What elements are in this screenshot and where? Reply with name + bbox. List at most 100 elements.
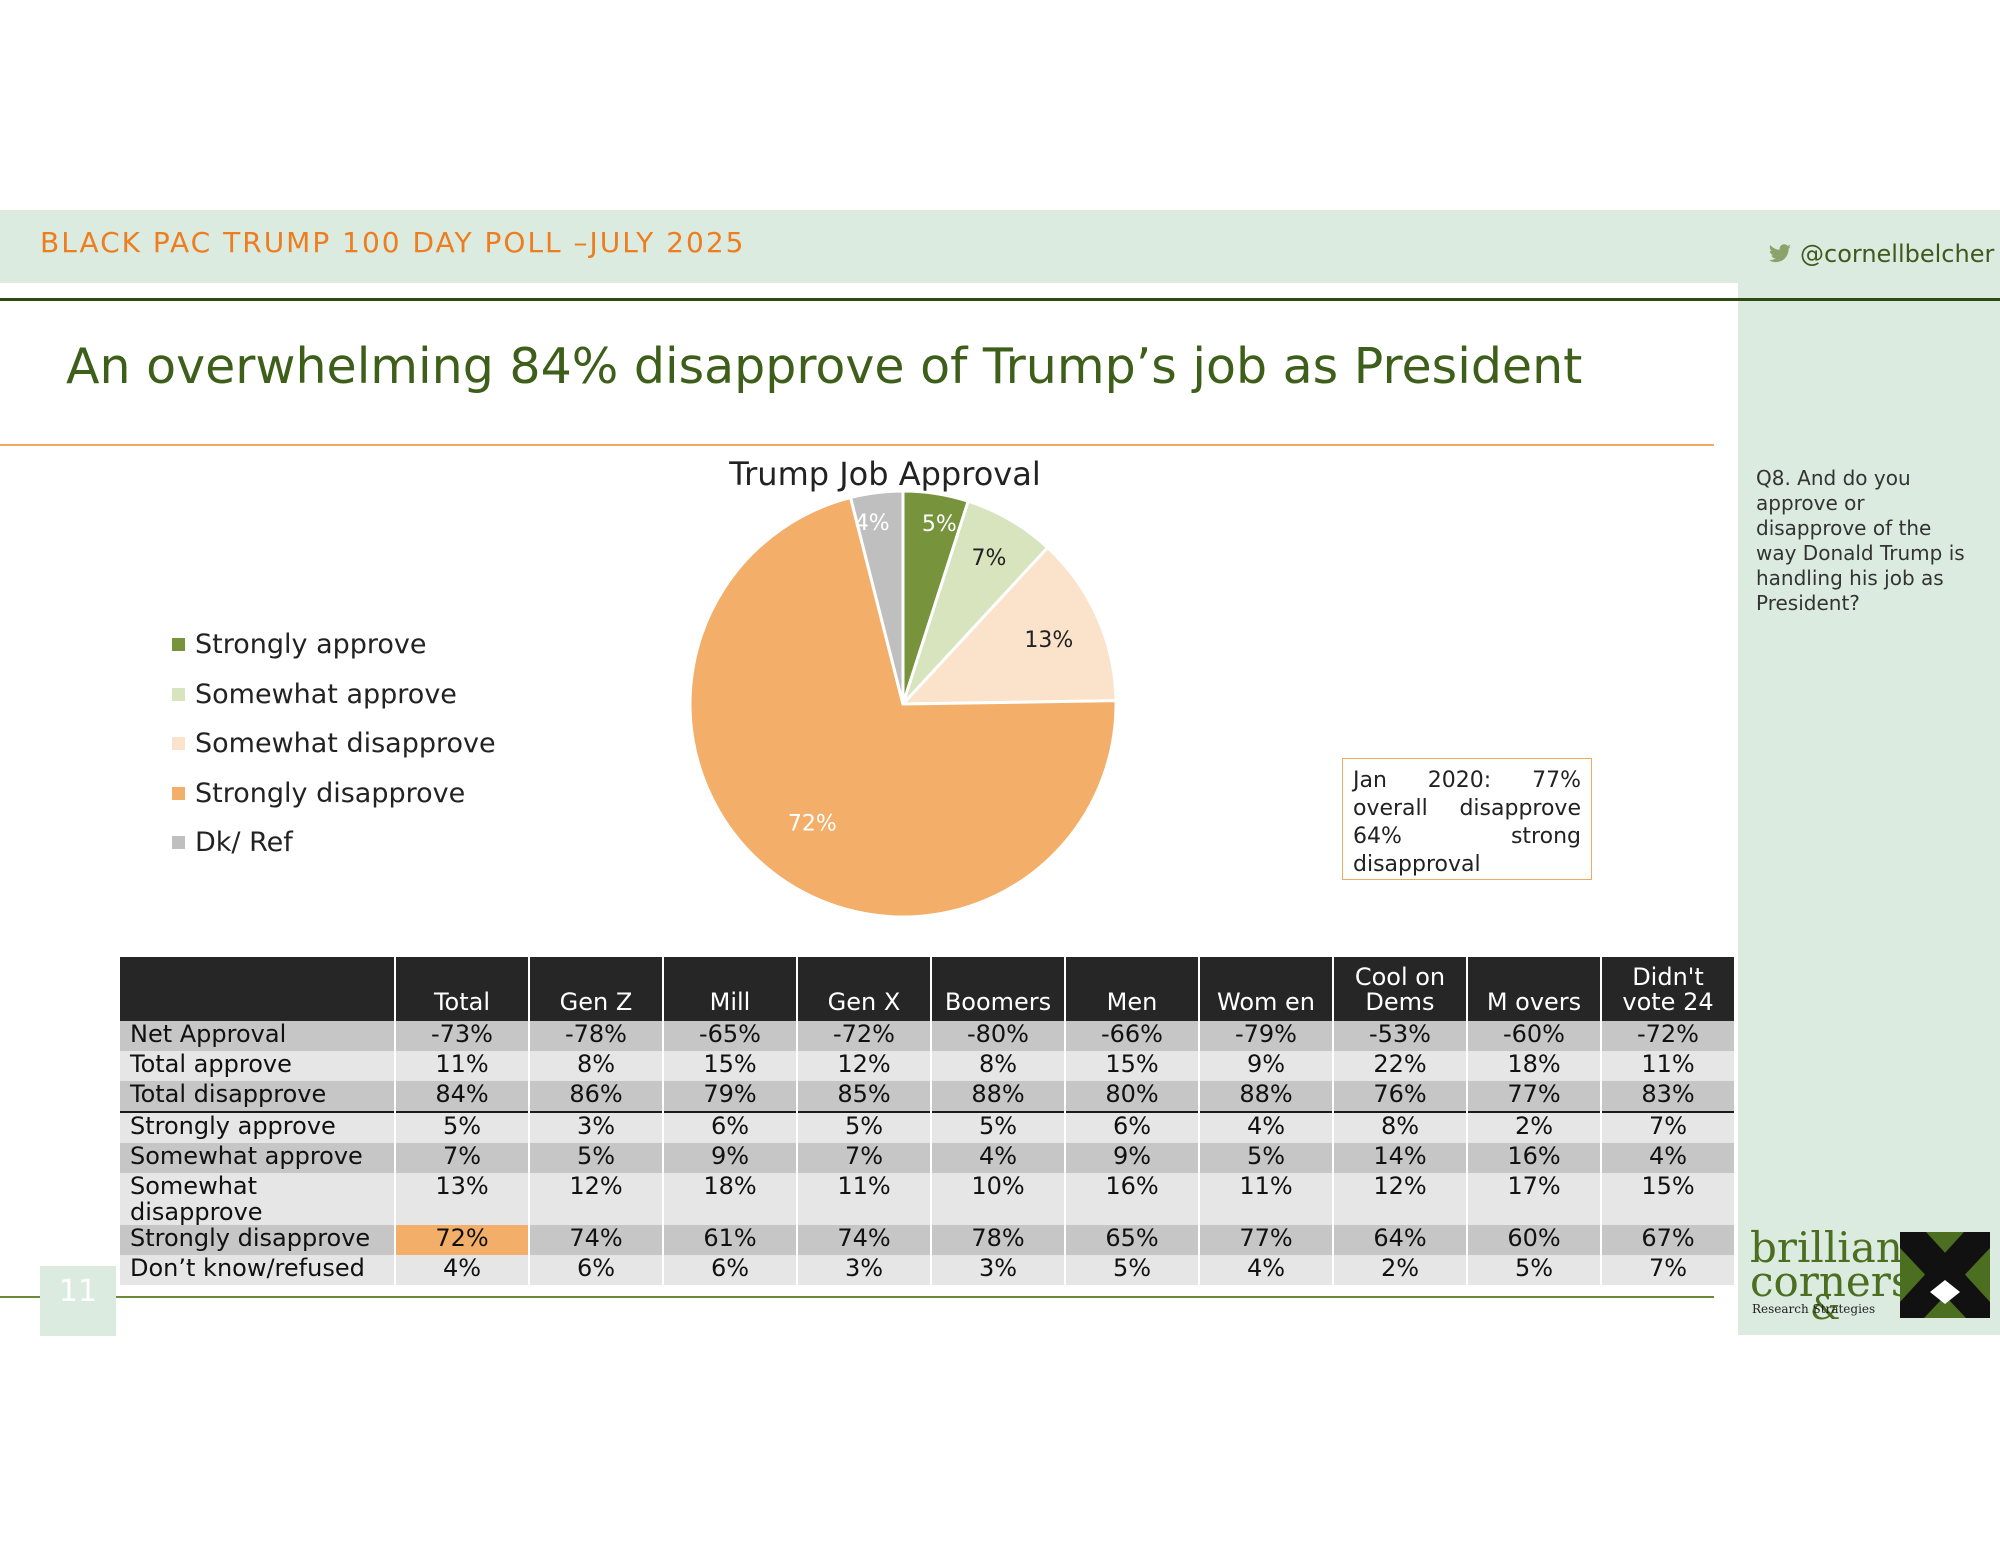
crosstab-table-wrap: Total Gen Z Mill Gen X Boomers Men Wom e… [118,957,1736,1285]
table-header-cell: Cool on Dems [1334,957,1466,1021]
table-header-cell: M overs [1468,957,1600,1021]
table-cell: 4% [1602,1143,1734,1173]
table-cell: 6% [664,1111,796,1143]
row-label: Strongly disapprove [120,1225,394,1255]
twitter-handle[interactable]: @cornellbelcher [1768,240,1994,268]
table-header-cell: Total [396,957,528,1021]
table-cell: 4% [1200,1111,1332,1143]
table-header-cell: Gen X [798,957,930,1021]
legend-label: Somewhat approve [195,678,457,710]
table-cell: 61% [664,1225,796,1255]
table-cell: -78% [530,1021,662,1051]
table-body: Net Approval -73% -78% -65% -72% -80% -66% -79%… [120,1021,1734,1285]
table-cell: 67% [1602,1225,1734,1255]
pie-data-label: 7% [972,546,1007,571]
table-cell: 64% [1334,1225,1466,1255]
page-number-box [40,1266,116,1336]
table-header-cell [120,957,394,1021]
pie-data-label: 4% [855,511,890,536]
row-label: Total disapprove [120,1081,394,1111]
table-cell: 8% [1334,1111,1466,1143]
table-header-cell: Mill [664,957,796,1021]
table-cell: 11% [1200,1173,1332,1225]
table-cell: -60% [1468,1021,1600,1051]
table-cell: 16% [1468,1143,1600,1173]
row-label: Somewhat approve [120,1143,394,1173]
legend-item-strongly-disapprove: Strongly disapprove [172,769,496,819]
table-cell: 65% [1066,1225,1198,1255]
table-cell: 17% [1468,1173,1600,1225]
table-cell: 7% [798,1143,930,1173]
table-cell: 5% [1468,1255,1600,1285]
comparison-note: Jan 2020: 77% overall disapprove 64% str… [1342,758,1592,880]
table-cell: 11% [1602,1051,1734,1081]
table-row: Strongly disapprove 72% 74% 61% 74% 78% 65% 77%… [120,1225,1734,1255]
legend-swatch [172,638,185,652]
logo-line1: brilliant [1750,1223,1920,1272]
table-cell: 74% [798,1225,930,1255]
table-cell: 85% [798,1081,930,1111]
table-cell: 12% [798,1051,930,1081]
legend-swatch [172,687,185,701]
table-cell: 3% [798,1255,930,1285]
table-cell: 15% [1066,1051,1198,1081]
table-cell: -80% [932,1021,1064,1051]
table-row: Total disapprove 84% 86% 79% 85% 88% 80% 88% 76%… [120,1081,1734,1111]
pie-slice-somewhat-disapprove [899,545,1118,706]
table-cell: 77% [1200,1225,1332,1255]
table-cell: 5% [396,1111,528,1143]
table-header-cell: Wom en [1200,957,1332,1021]
table-cell: 4% [1200,1255,1332,1285]
pie-chart: 5% 7% 13% 72% 4% [688,490,1118,919]
pie-slice-strongly-disapprove [688,495,1118,919]
table-cell: 6% [530,1255,662,1285]
table-cell: 5% [798,1111,930,1143]
title-divider [0,444,1714,446]
table-cell: 80% [1066,1081,1198,1111]
table-row: Don’t know/refused 4% 6% 6% 3% 3% 5% 4% 2% 5% 7% [120,1255,1734,1285]
legend-item-somewhat-disapprove: Somewhat disapprove [172,719,496,769]
table-cell: 15% [1602,1173,1734,1225]
chart-legend: Strongly approve Somewhat approve Somewh… [172,620,496,868]
table-row: Somewhat approve 7% 5% 9% 7% 4% 9% 5% 14% 16% 4% [120,1143,1734,1173]
question-text: Q8. And do you approve or disapprove of … [1756,466,1965,615]
slide-title: An overwhelming 84% disapprove of Trump’… [66,338,1583,395]
table-cell: -72% [1602,1021,1734,1051]
table-cell: 9% [664,1143,796,1173]
table-row: Total approve 11% 8% 15% 12% 8% 15% 9% 22% 18% 11% [120,1051,1734,1081]
table-header-cell: Men [1066,957,1198,1021]
table-header-cell: Boomers [932,957,1064,1021]
table-cell: 4% [932,1143,1064,1173]
legend-swatch [172,737,185,751]
table-cell: -73% [396,1021,528,1051]
table-cell: 12% [530,1173,662,1225]
crosstab-table: Total Gen Z Mill Gen X Boomers Men Wom e… [118,957,1736,1285]
table-cell: 10% [932,1173,1064,1225]
pie-data-label: 13% [1024,628,1073,653]
table-cell: 18% [1468,1051,1600,1081]
table-cell: 84% [396,1081,528,1111]
table-cell: 7% [1602,1111,1734,1143]
table-cell: 88% [1200,1081,1332,1111]
twitter-handle-text: @cornellbelcher [1800,240,1995,268]
table-cell: -66% [1066,1021,1198,1051]
table-cell: 86% [530,1081,662,1111]
table-cell: 60% [1468,1225,1600,1255]
table-cell: 5% [932,1111,1064,1143]
table-cell: 16% [1066,1173,1198,1225]
poll-header-title: BLACK PAC TRUMP 100 DAY POLL –JULY 2025 [40,226,746,259]
table-cell: 5% [1066,1255,1198,1285]
table-cell: 74% [530,1225,662,1255]
table-cell: 72% [396,1225,528,1255]
table-cell: -53% [1334,1021,1466,1051]
legend-item-somewhat-approve: Somewhat approve [172,670,496,720]
table-cell: 2% [1334,1255,1466,1285]
legend-item-strongly-approve: Strongly approve [172,620,496,670]
legend-label: Dk/ Ref [195,827,293,859]
table-cell: 13% [396,1173,528,1225]
table-cell: 78% [932,1225,1064,1255]
table-cell: 77% [1468,1081,1600,1111]
table-cell: 18% [664,1173,796,1225]
table-cell: 5% [1200,1143,1332,1173]
logo-subtitle: Research Strategies [1752,1302,1876,1316]
